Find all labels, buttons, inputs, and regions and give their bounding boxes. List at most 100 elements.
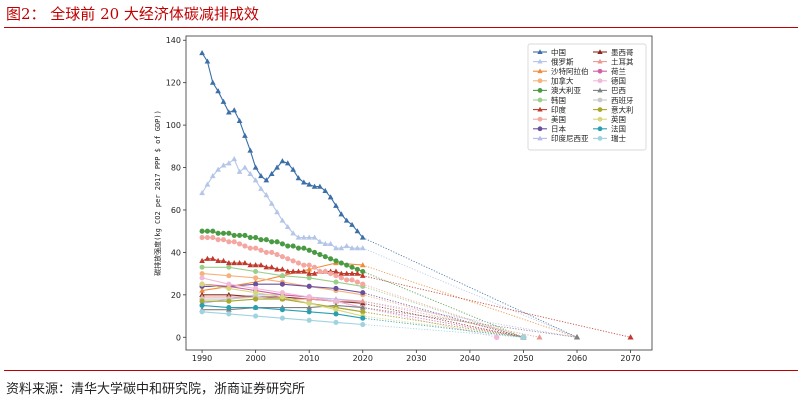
source-rule	[4, 370, 798, 371]
data-point	[360, 268, 366, 275]
data-point	[279, 241, 285, 247]
data-point	[311, 234, 318, 240]
legend-swatch-marker	[537, 49, 543, 54]
legend-swatch-marker	[597, 68, 603, 74]
data-point	[215, 237, 221, 243]
data-point	[349, 264, 355, 270]
data-point	[333, 245, 339, 251]
data-point	[333, 311, 339, 317]
data-point	[210, 228, 216, 234]
data-point	[199, 257, 205, 263]
data-point	[274, 251, 280, 258]
legend-swatch-marker	[537, 97, 543, 103]
data-point	[279, 294, 285, 300]
data-point	[226, 305, 232, 311]
data-point	[333, 307, 339, 313]
data-point	[226, 281, 232, 287]
data-point	[253, 268, 259, 275]
data-point	[306, 317, 312, 323]
data-point	[322, 268, 328, 275]
data-point	[306, 294, 312, 300]
legend-swatch-marker	[597, 78, 603, 84]
data-point	[343, 270, 350, 276]
data-point	[226, 260, 232, 266]
data-point	[306, 247, 312, 253]
legend-label: 印度	[551, 104, 566, 114]
data-point	[268, 200, 275, 206]
legend-swatch-marker	[597, 107, 603, 112]
plot-frame	[185, 35, 653, 351]
target-markers	[493, 334, 634, 340]
source-note: 资料来源：清华大学碳中和研究院，浙商证券研究所	[6, 382, 306, 397]
data-point	[199, 49, 205, 56]
series-lines	[199, 49, 366, 328]
x-tick-label: 2050	[513, 354, 533, 363]
title-rule	[4, 27, 798, 28]
data-point	[253, 313, 259, 319]
data-point	[274, 164, 280, 170]
data-point	[274, 239, 280, 245]
data-point	[258, 185, 264, 191]
data-point	[268, 170, 275, 177]
data-point	[237, 232, 243, 238]
legend-label: 瑞士	[611, 133, 626, 143]
legend-swatch-marker	[537, 78, 543, 84]
projection-line	[362, 294, 524, 338]
data-point	[226, 109, 232, 115]
data-point	[253, 305, 259, 311]
legend-label: 美国	[551, 114, 566, 124]
data-point	[242, 164, 248, 170]
y-tick-label: 20	[171, 291, 181, 300]
legend-swatch-marker	[597, 87, 603, 93]
data-point	[269, 249, 275, 255]
data-point	[215, 88, 221, 94]
data-point	[359, 298, 366, 304]
data-point	[349, 277, 355, 283]
projection-line	[362, 307, 524, 338]
data-point	[236, 260, 243, 266]
data-point	[258, 237, 264, 243]
data-point	[220, 237, 227, 243]
projection-line	[362, 307, 497, 338]
data-point	[226, 230, 232, 236]
data-point	[258, 247, 264, 253]
y-tick-label: 40	[171, 248, 181, 257]
data-point	[290, 230, 296, 236]
data-point	[247, 147, 254, 153]
projection-line	[362, 247, 578, 338]
data-point	[312, 249, 318, 255]
legend-swatch-marker	[597, 136, 603, 141]
data-point	[306, 309, 312, 315]
data-point	[253, 235, 259, 241]
target-marker	[493, 334, 500, 340]
data-point	[263, 237, 269, 243]
data-point	[210, 235, 216, 241]
data-point	[333, 319, 339, 325]
data-point	[338, 275, 344, 281]
data-point	[311, 183, 318, 189]
data-point	[290, 268, 296, 274]
legend-label: 法国	[611, 124, 626, 134]
legend-label: 土耳其	[611, 56, 634, 66]
data-point	[354, 245, 361, 251]
legend-swatch-marker	[537, 135, 543, 141]
data-point	[258, 262, 264, 268]
target-marker	[573, 334, 581, 340]
data-point	[338, 245, 345, 251]
projection-line	[362, 283, 524, 338]
x-tick-label: 2020	[353, 354, 373, 363]
y-tick-label: 0	[176, 333, 181, 342]
data-point	[322, 240, 329, 247]
y-tick-label: 80	[171, 164, 181, 173]
data-point	[338, 260, 344, 266]
data-point	[253, 281, 259, 287]
data-point	[354, 270, 361, 276]
data-point	[285, 243, 291, 249]
data-point	[322, 187, 329, 193]
data-point	[327, 240, 334, 247]
data-point	[226, 160, 232, 166]
data-point	[231, 232, 237, 238]
legend-swatch-marker	[597, 58, 603, 64]
data-point	[253, 290, 259, 296]
